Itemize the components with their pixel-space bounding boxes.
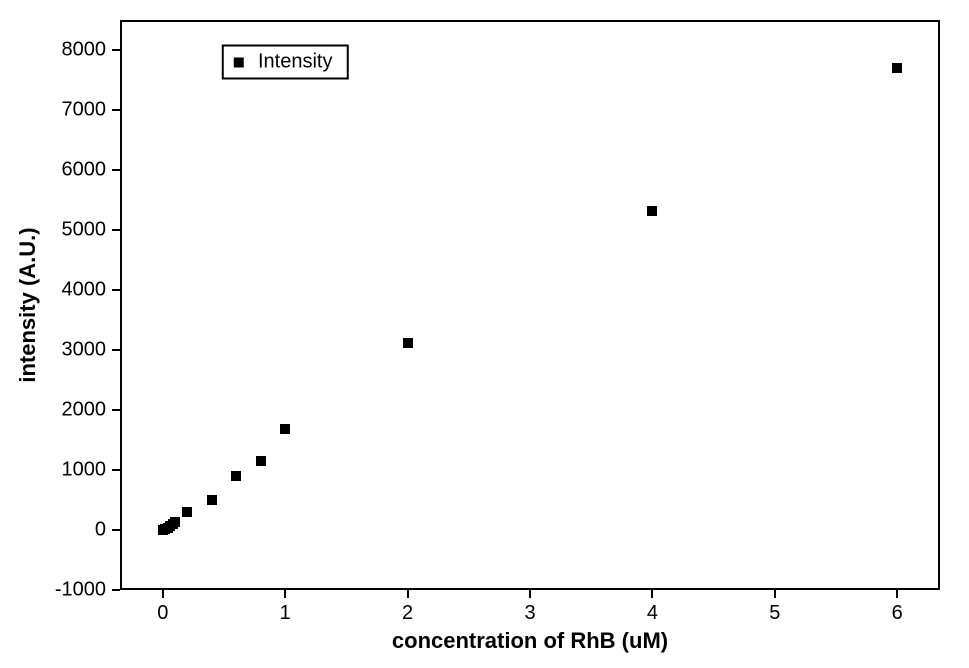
data-point xyxy=(647,206,657,216)
x-axis-label: concentration of RhB (uM) xyxy=(392,628,668,654)
y-tick-label: 7000 xyxy=(62,99,107,122)
y-axis-label: intensity (A.U.) xyxy=(15,227,41,382)
x-tick-label: 1 xyxy=(280,602,291,625)
data-point xyxy=(231,471,241,481)
x-tick xyxy=(162,590,164,598)
plot-area xyxy=(120,20,940,590)
y-tick xyxy=(112,529,120,531)
data-point xyxy=(170,517,180,527)
x-tick-label: 6 xyxy=(892,602,903,625)
y-tick xyxy=(112,169,120,171)
legend-label: Intensity xyxy=(258,51,332,74)
x-tick-label: 4 xyxy=(647,602,658,625)
y-tick xyxy=(112,469,120,471)
data-point xyxy=(892,63,902,73)
y-tick-label: 2000 xyxy=(62,399,107,422)
data-point xyxy=(280,424,290,434)
data-point xyxy=(207,495,217,505)
y-tick-label: 1000 xyxy=(62,459,107,482)
x-tick-label: 5 xyxy=(769,602,780,625)
y-tick-label: 3000 xyxy=(62,339,107,362)
y-tick-label: 4000 xyxy=(62,279,107,302)
legend: Intensity xyxy=(222,45,348,80)
x-tick xyxy=(651,590,653,598)
y-tick xyxy=(112,409,120,411)
y-tick-label: 8000 xyxy=(62,39,107,62)
y-tick xyxy=(112,229,120,231)
chart-container: intensity (A.U.) concentration of RhB (u… xyxy=(0,0,969,668)
x-tick xyxy=(529,590,531,598)
x-tick xyxy=(774,590,776,598)
x-tick-label: 2 xyxy=(402,602,413,625)
data-point xyxy=(403,338,413,348)
x-tick-label: 0 xyxy=(157,602,168,625)
y-tick-label: 0 xyxy=(95,519,106,542)
legend-marker-icon xyxy=(234,57,244,67)
x-tick-label: 3 xyxy=(524,602,535,625)
y-tick-label: 6000 xyxy=(62,159,107,182)
x-tick xyxy=(284,590,286,598)
y-tick-label: -1000 xyxy=(55,579,106,602)
y-tick xyxy=(112,349,120,351)
x-tick xyxy=(407,590,409,598)
x-tick xyxy=(896,590,898,598)
data-point xyxy=(182,507,192,517)
data-point xyxy=(256,456,266,466)
y-tick xyxy=(112,589,120,591)
y-tick xyxy=(112,109,120,111)
y-tick xyxy=(112,49,120,51)
y-tick-label: 5000 xyxy=(62,219,107,242)
y-tick xyxy=(112,289,120,291)
